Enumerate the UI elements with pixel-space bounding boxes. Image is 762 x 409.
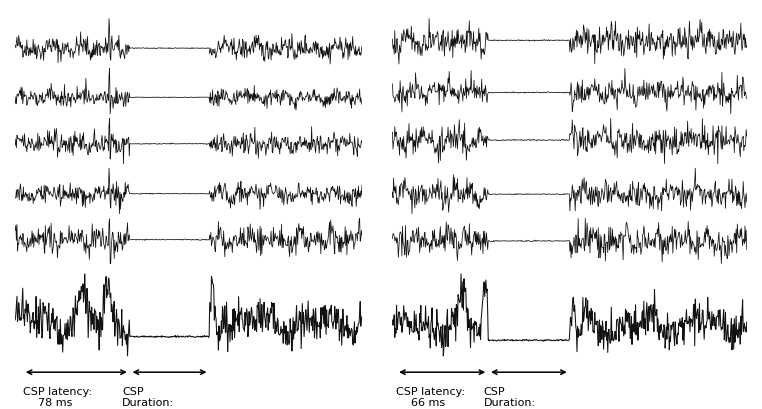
- Text: CSP: CSP: [484, 387, 505, 396]
- Text: Duration:: Duration:: [122, 398, 174, 408]
- Text: 78 ms: 78 ms: [38, 398, 72, 408]
- Text: 66 ms: 66 ms: [411, 398, 446, 408]
- Text: CSP latency:: CSP latency:: [396, 387, 466, 396]
- Text: Duration:: Duration:: [484, 398, 536, 408]
- Text: CSP latency:: CSP latency:: [23, 387, 92, 396]
- Text: CSP: CSP: [122, 387, 143, 396]
